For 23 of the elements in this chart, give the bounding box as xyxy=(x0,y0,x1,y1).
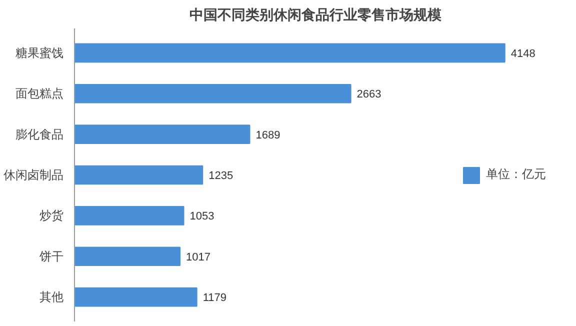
data-label: 1235 xyxy=(208,170,234,182)
bar xyxy=(74,124,250,144)
data-label: 1053 xyxy=(190,210,214,223)
data-label: 2663 xyxy=(356,88,382,101)
bar xyxy=(74,43,506,63)
data-label: 4148 xyxy=(510,48,536,60)
y-tick-label: 面包糕点 xyxy=(16,86,64,101)
legend-label: 单位：亿元 xyxy=(486,166,546,183)
bar xyxy=(74,206,184,226)
y-tick-label: 糖果蜜饯 xyxy=(16,46,64,60)
data-label: 1689 xyxy=(256,129,280,142)
bar xyxy=(74,246,181,266)
y-tick-label: 其他 xyxy=(40,290,64,304)
y-tick-label: 膨化食品 xyxy=(16,127,64,142)
bar xyxy=(74,84,352,104)
chart-title: 中国不同类别休闲食品行业零售市场规模 xyxy=(190,6,442,24)
y-tick-label: 饼干 xyxy=(38,249,64,264)
data-label: 1017 xyxy=(186,251,210,264)
bar xyxy=(74,287,198,307)
bar xyxy=(74,165,204,185)
y-tick-label: 休闲卤制品 xyxy=(4,168,64,182)
data-label: 1179 xyxy=(202,292,226,304)
y-tick-label: 炒货 xyxy=(40,208,64,223)
